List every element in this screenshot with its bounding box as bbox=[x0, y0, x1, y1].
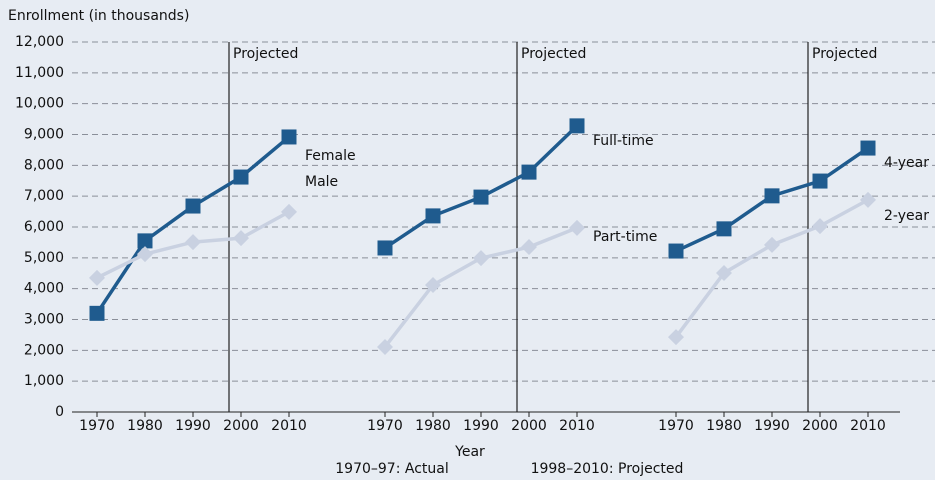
marker bbox=[137, 233, 153, 249]
y-tick-label: 5,000 bbox=[24, 250, 64, 266]
x-tick-label: 2010 bbox=[559, 418, 595, 434]
series-label: Female bbox=[305, 148, 356, 164]
marker bbox=[233, 230, 249, 247]
y-tick-label: 4,000 bbox=[24, 281, 64, 297]
x-tick-label: 1970 bbox=[367, 418, 403, 434]
x-tick-label: 1980 bbox=[415, 418, 451, 434]
x-tick-label: 2000 bbox=[802, 418, 838, 434]
marker bbox=[668, 243, 684, 259]
marker bbox=[473, 250, 489, 267]
y-tick-label: 10,000 bbox=[15, 96, 64, 112]
y-tick-label: 12,000 bbox=[15, 34, 64, 50]
series-line bbox=[384, 124, 579, 250]
x-tick-label: 1970 bbox=[79, 418, 115, 434]
marker bbox=[860, 191, 876, 208]
marker bbox=[764, 188, 780, 204]
series-line bbox=[674, 198, 869, 339]
marker bbox=[281, 203, 297, 220]
marker bbox=[185, 198, 201, 214]
marker bbox=[812, 173, 828, 189]
x-tick-label: 2000 bbox=[223, 418, 259, 434]
y-tick-label: 3,000 bbox=[24, 312, 64, 328]
marker bbox=[860, 140, 876, 156]
x-tick-label: 2010 bbox=[850, 418, 886, 434]
marker bbox=[764, 236, 780, 253]
series-label: 4-year bbox=[884, 155, 929, 171]
note: 1998–2010: Projected bbox=[531, 461, 684, 477]
marker bbox=[185, 234, 201, 251]
marker bbox=[521, 164, 537, 180]
x-tick-label: 1990 bbox=[175, 418, 211, 434]
x-axis-title: Year bbox=[454, 444, 485, 460]
series-line bbox=[383, 226, 578, 349]
marker bbox=[89, 269, 105, 286]
series-label: Part-time bbox=[593, 229, 657, 245]
marker bbox=[812, 218, 828, 235]
y-tick-label: 0 bbox=[55, 404, 64, 420]
divider-label: Projected bbox=[233, 46, 298, 62]
series-label: 2-year bbox=[884, 208, 929, 224]
marker bbox=[569, 219, 585, 236]
x-tick-label: 1980 bbox=[706, 418, 742, 434]
marker bbox=[377, 240, 393, 256]
marker bbox=[716, 264, 732, 281]
marker bbox=[473, 189, 489, 205]
y-tick-label: 6,000 bbox=[24, 219, 64, 235]
marker bbox=[233, 169, 249, 185]
x-tick-label: 1980 bbox=[127, 418, 163, 434]
marker bbox=[425, 276, 441, 293]
y-tick-label: 2,000 bbox=[24, 342, 64, 358]
marker bbox=[377, 338, 393, 355]
marker bbox=[569, 118, 585, 134]
marker bbox=[281, 129, 297, 145]
y-tick-label: 1,000 bbox=[24, 373, 64, 389]
marker bbox=[521, 239, 537, 256]
series-line bbox=[95, 135, 291, 315]
note: 1970–97: Actual bbox=[335, 461, 448, 477]
marker bbox=[716, 221, 732, 237]
series-label: Male bbox=[305, 174, 338, 190]
divider-label: Projected bbox=[812, 46, 877, 62]
y-axis-title: Enrollment (in thousands) bbox=[8, 8, 189, 24]
y-tick-label: 7,000 bbox=[24, 188, 64, 204]
divider-label: Projected bbox=[521, 46, 586, 62]
y-tick-label: 11,000 bbox=[15, 65, 64, 81]
series-label: Full-time bbox=[593, 133, 654, 149]
marker bbox=[89, 305, 105, 321]
x-tick-label: 1990 bbox=[754, 418, 790, 434]
x-tick-label: 2000 bbox=[511, 418, 547, 434]
marker bbox=[425, 208, 441, 224]
y-tick-label: 8,000 bbox=[24, 157, 64, 173]
x-tick-label: 2010 bbox=[271, 418, 307, 434]
x-tick-label: 1970 bbox=[658, 418, 694, 434]
marker bbox=[668, 329, 684, 346]
marker bbox=[137, 246, 153, 263]
x-tick-label: 1990 bbox=[463, 418, 499, 434]
y-tick-label: 9,000 bbox=[24, 127, 64, 143]
